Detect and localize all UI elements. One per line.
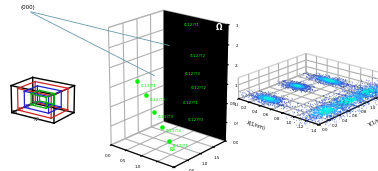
Text: (000): (000) [21,5,36,10]
Y-axis label: Y(1/nm): Y(1/nm) [367,116,378,128]
FancyArrowPatch shape [31,12,154,76]
X-axis label: X(1/nm): X(1/nm) [246,121,266,131]
FancyArrowPatch shape [31,12,169,45]
